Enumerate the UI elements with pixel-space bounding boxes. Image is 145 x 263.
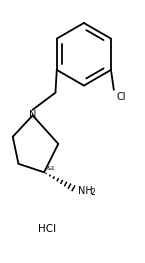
Text: &1: &1 — [47, 166, 56, 171]
Text: HCl: HCl — [38, 224, 56, 234]
Text: NH: NH — [78, 186, 93, 196]
Text: N: N — [29, 110, 36, 120]
Text: Cl: Cl — [117, 92, 126, 102]
Text: 2: 2 — [90, 188, 95, 198]
